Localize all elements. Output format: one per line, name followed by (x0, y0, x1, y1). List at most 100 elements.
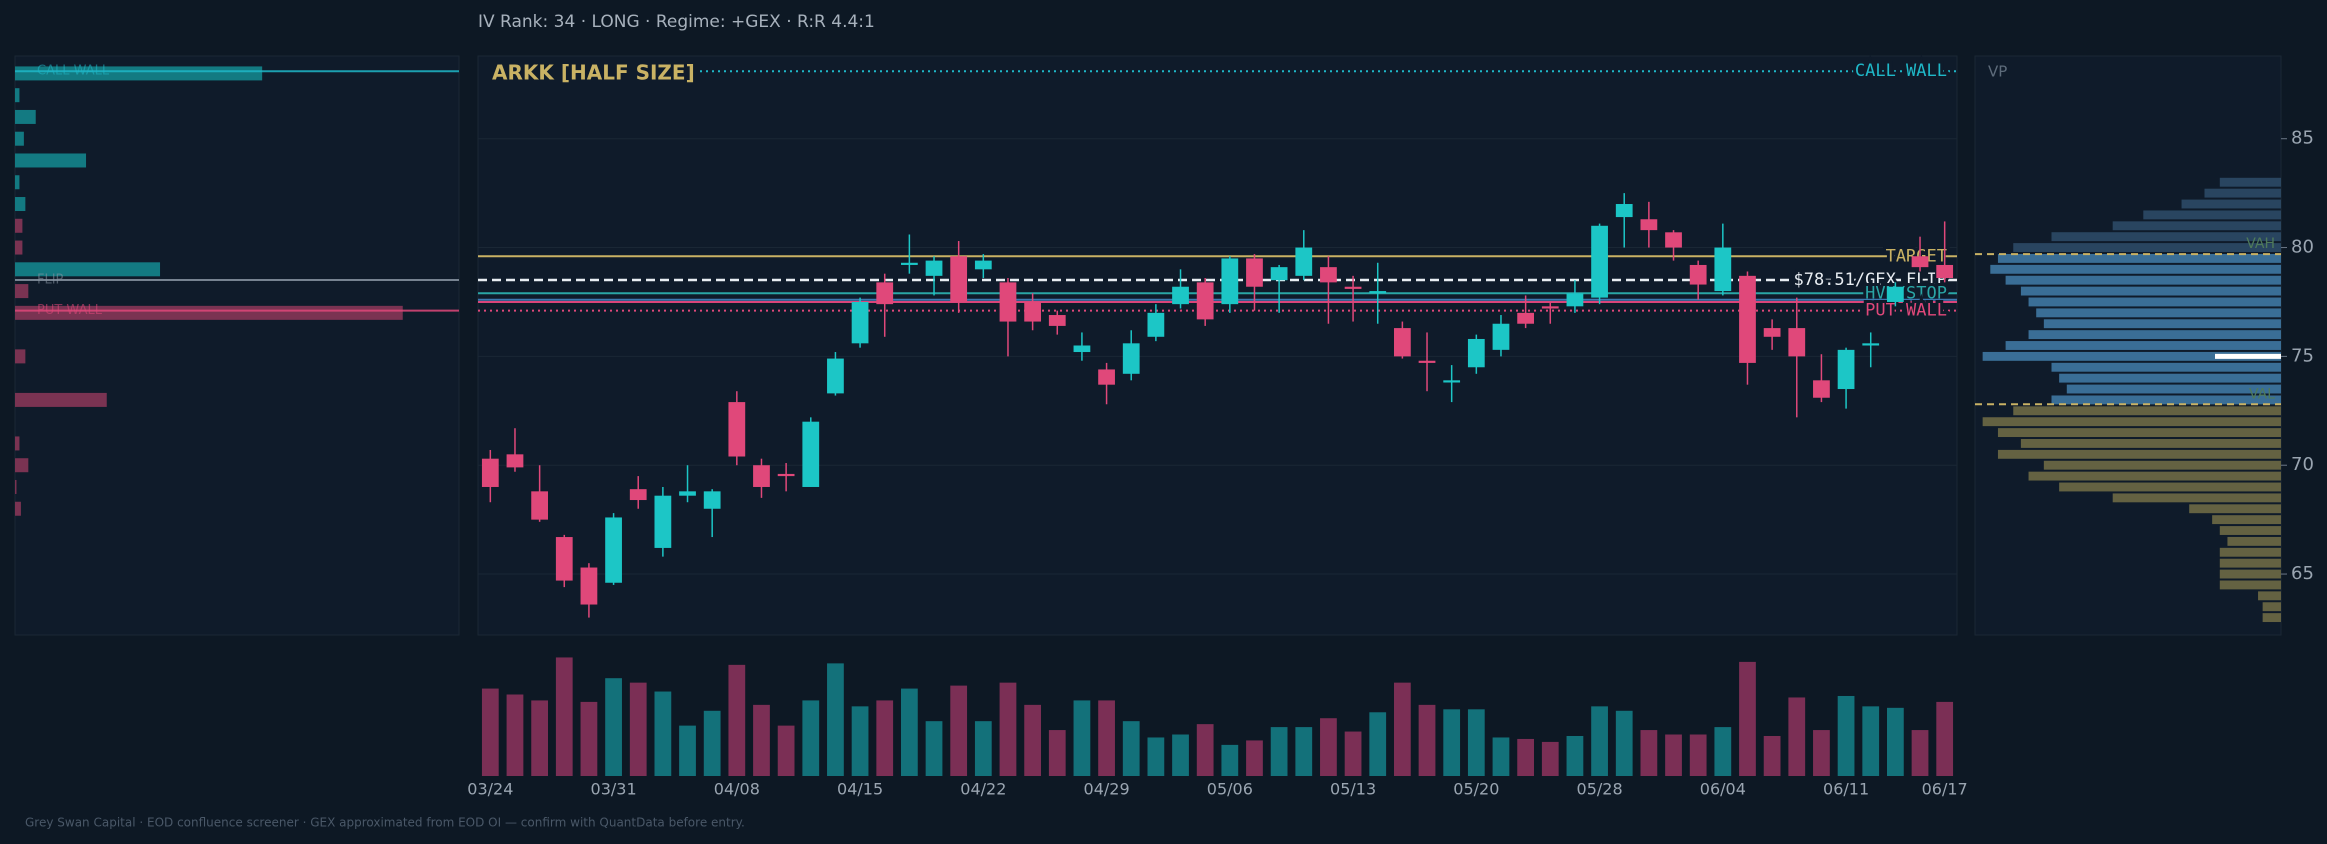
vp-bar (2013, 243, 2281, 252)
vp-level-label: VAH (2246, 236, 2275, 252)
volume-bar (1147, 737, 1165, 776)
volume-bar (1196, 724, 1214, 776)
vp-bar (2212, 515, 2281, 525)
x-tick-label: 05/28 (1577, 780, 1623, 799)
gex-bar (15, 501, 21, 516)
candle-body (876, 282, 894, 305)
candle-body (950, 256, 968, 302)
volume-bar (703, 710, 721, 776)
candle-body (851, 301, 869, 344)
volume-bar (753, 704, 770, 776)
volume-bar (654, 691, 672, 776)
candle-body (1640, 219, 1658, 231)
volume-bar (1591, 706, 1608, 776)
x-tick-label: 05/06 (1207, 780, 1253, 799)
gex-level-label: CALL WALL (37, 64, 110, 79)
volume-bar (802, 700, 820, 776)
volume-bar (506, 694, 524, 776)
level-label: PUT WALL (1865, 301, 1947, 321)
vp-bar (2051, 395, 2281, 405)
volume-bar (900, 688, 918, 776)
gex-bar (15, 88, 20, 103)
candle-body (555, 537, 573, 581)
gex-bar (15, 197, 26, 212)
gex-bar (15, 436, 20, 451)
candle-body (1147, 312, 1165, 337)
vp-bar (2051, 362, 2281, 372)
candle-body (1566, 293, 1584, 307)
volume-bar (1862, 706, 1880, 776)
vp-bar (1997, 428, 2281, 438)
volume-bar (876, 700, 894, 776)
price-panel (477, 55, 1958, 636)
vp-bar (2262, 613, 2281, 623)
vp-bar (2036, 308, 2281, 318)
gex-bar (15, 66, 263, 81)
vp-bar (2112, 221, 2281, 231)
candle-body (900, 262, 918, 265)
vp-bar (2262, 602, 2281, 612)
volume-bar (777, 725, 795, 776)
candle-body (777, 473, 795, 477)
candle-body (974, 260, 992, 270)
gex-bar (15, 131, 24, 146)
x-tick-label: 06/17 (1922, 780, 1968, 799)
candle-body (1862, 343, 1880, 346)
vp-bar (2020, 439, 2281, 448)
vp-bar (2219, 177, 2281, 187)
candle-body (1591, 225, 1608, 298)
gex-bar (15, 305, 403, 320)
candle-body (1048, 315, 1066, 326)
x-tick-label: 04/08 (714, 780, 760, 799)
vp-bar (2219, 558, 2281, 568)
vp-bar (2043, 319, 2281, 329)
candle-body (1122, 343, 1140, 374)
candle-body (802, 421, 820, 487)
vp-bar (1997, 449, 2281, 459)
candle-body (1813, 380, 1830, 398)
vp-bar (1997, 253, 2281, 263)
volume-bar (1098, 700, 1115, 776)
candle-body (1689, 264, 1707, 285)
candle-body (1665, 232, 1682, 248)
vp-bar (2181, 199, 2281, 209)
gex-bar (15, 284, 29, 299)
vp-bar (2219, 569, 2281, 579)
volume-bar (1541, 741, 1559, 776)
candle-body (1024, 301, 1042, 322)
volume-bar (851, 706, 869, 776)
gex-bar (15, 392, 107, 407)
volume-bar (1221, 744, 1239, 776)
y-tick-label: 70 (2291, 454, 2314, 475)
candle-body (654, 495, 672, 548)
vp-bar (1982, 417, 2281, 427)
gex-panel (14, 55, 460, 636)
vp-bar (2219, 526, 2281, 535)
vp-bar (2013, 406, 2281, 416)
footer: Grey Swan Capital · EOD confluence scree… (25, 816, 745, 830)
volume-bar (1813, 730, 1830, 776)
candle-body (1936, 264, 1954, 279)
vp-bar (2227, 536, 2281, 546)
volume-bar (1246, 740, 1263, 776)
y-tick-label: 75 (2291, 345, 2314, 366)
x-tick-label: 06/11 (1823, 780, 1869, 799)
volume-bar (1073, 700, 1091, 776)
volume-bar (1517, 738, 1535, 776)
volume-bar (1024, 704, 1042, 776)
vp-title: VP (1988, 63, 2007, 81)
volume-bar (580, 701, 598, 776)
candle-body (1295, 247, 1313, 276)
candle-body (1320, 267, 1337, 283)
gex-bar (15, 218, 23, 233)
candle-body (1911, 256, 1929, 268)
volume-bar (1739, 661, 1756, 776)
gex-bar (15, 153, 87, 168)
candle-body (1172, 286, 1189, 305)
volume-bar (1369, 712, 1387, 776)
candle-body (1763, 328, 1781, 337)
candle-body (1393, 328, 1411, 357)
volume-bar (1344, 731, 1362, 776)
candle-body (1615, 204, 1633, 218)
volume-bar (1443, 709, 1461, 776)
